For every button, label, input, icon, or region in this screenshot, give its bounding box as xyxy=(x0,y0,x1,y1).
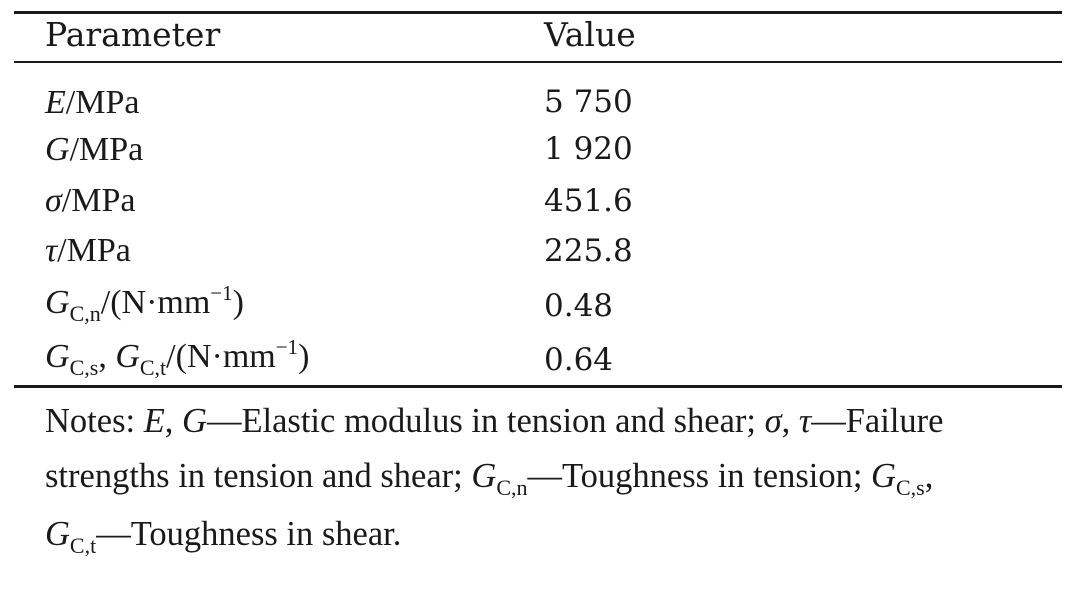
table-row-value: 1 920 xyxy=(544,131,633,167)
param-symbol: G xyxy=(45,284,70,321)
param-unit-close: ) xyxy=(232,284,244,321)
table-row-param: GC,n/(N·mm−1) xyxy=(45,283,244,325)
param-unit-close: ) xyxy=(298,338,310,375)
table-row-param: E/MPa xyxy=(45,86,139,120)
notes-text: —Toughness in tension; xyxy=(527,457,872,495)
param-symbol: τ xyxy=(45,232,58,269)
notes-text: , xyxy=(781,402,799,440)
notes-text: strengths in tension and shear; xyxy=(45,457,472,495)
notes-symbol: G xyxy=(471,457,497,495)
param-symbol: σ xyxy=(45,182,62,219)
notes-line-1: Notes: E, G—Elastic modulus in tension a… xyxy=(45,394,1075,449)
param-unit: /MPa xyxy=(69,131,144,168)
table-header-rule xyxy=(14,61,1062,63)
notes-text: , xyxy=(924,457,934,495)
table-top-rule xyxy=(14,11,1062,14)
param-unit: /MPa xyxy=(65,84,140,121)
table-row-value: 451.6 xyxy=(544,183,633,219)
param-separator: , xyxy=(98,338,116,375)
param-subscript: C,n xyxy=(69,301,101,326)
param-unit: /(N·mm xyxy=(166,338,276,375)
notes-symbol: G xyxy=(871,457,896,495)
param-symbol-2: G xyxy=(115,338,140,375)
table-notes: Notes: E, G—Elastic modulus in tension a… xyxy=(45,394,1075,565)
notes-symbol: σ xyxy=(764,402,782,440)
header-value: Value xyxy=(544,15,636,54)
notes-text: —Failure xyxy=(811,402,944,440)
notes-line-3: GC,t—Toughness in shear. xyxy=(45,507,1075,565)
param-subscript: C,s xyxy=(69,355,99,380)
notes-prefix: Notes: xyxy=(45,402,144,440)
table-row-value: 5 750 xyxy=(544,84,633,120)
param-superscript: −1 xyxy=(275,335,299,359)
param-subscript-2: C,t xyxy=(139,355,167,380)
param-symbol: G xyxy=(45,131,70,168)
param-unit: /(N·mm xyxy=(100,284,211,321)
notes-text: , xyxy=(164,402,183,440)
param-symbol: G xyxy=(45,338,70,375)
notes-subscript: C,s xyxy=(895,475,925,500)
table-row-value: 0.48 xyxy=(544,288,614,324)
param-superscript: −1 xyxy=(210,281,233,305)
notes-symbol: τ xyxy=(798,402,812,440)
notes-line-2: strengths in tension and shear; GC,n—Tou… xyxy=(45,449,1075,507)
notes-text: —Elastic modulus in tension and shear; xyxy=(206,402,765,440)
table-row-param: τ/MPa xyxy=(45,234,131,268)
param-unit: /MPa xyxy=(57,232,131,269)
table-row-param: σ/MPa xyxy=(45,184,135,218)
notes-subscript: C,t xyxy=(69,533,97,558)
notes-symbol: G xyxy=(182,402,207,440)
param-symbol: E xyxy=(45,84,66,121)
table-row-value: 225.8 xyxy=(544,233,633,269)
table-row-value: 0.64 xyxy=(544,342,614,378)
param-unit: /MPa xyxy=(61,182,136,219)
notes-text: —Toughness in shear. xyxy=(96,515,402,553)
notes-symbol: E xyxy=(143,402,165,440)
table-row-param: G/MPa xyxy=(45,133,143,167)
header-parameter: Parameter xyxy=(45,15,221,54)
notes-subscript: C,n xyxy=(496,475,528,500)
notes-symbol: G xyxy=(45,515,70,553)
table-row-param: GC,s, GC,t/(N·mm−1) xyxy=(45,337,310,379)
table-bottom-rule xyxy=(14,385,1062,388)
